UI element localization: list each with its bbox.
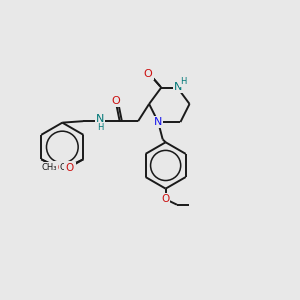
Text: H: H [97,123,103,132]
Text: H: H [180,76,187,85]
Text: CH₃: CH₃ [42,163,57,172]
Text: O: O [66,163,74,172]
Text: O: O [51,163,59,172]
Text: N: N [174,82,182,92]
Text: O: O [144,69,152,79]
Text: O: O [161,194,169,204]
Text: N: N [96,114,104,124]
Text: CH₃: CH₃ [60,163,75,172]
Text: O: O [111,96,120,106]
Text: N: N [153,117,162,128]
